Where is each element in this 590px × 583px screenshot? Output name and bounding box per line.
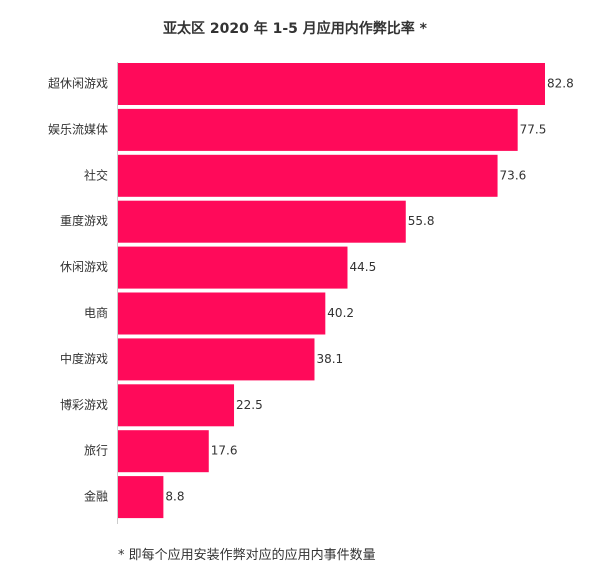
category-label: 博彩游戏 [60,397,108,412]
footnote: * 即每个应用安装作弊对应的应用内事件数量 [118,548,376,563]
bar [118,200,406,243]
chart-title: 亚太区 2020 年 1-5 月应用内作弊比率 * [163,21,427,37]
value-label: 22.5 [236,398,263,412]
category-label: 社交 [84,167,108,182]
category-label: 中度游戏 [60,351,108,366]
bar [118,476,164,519]
bar [118,63,545,105]
value-label: 44.5 [349,260,376,274]
bar [118,384,235,427]
value-label: 8.8 [165,490,184,504]
category-label: 电商 [84,305,108,320]
bar [118,292,326,335]
bar [118,246,348,289]
category-label: 休闲游戏 [60,260,108,274]
value-label: 40.2 [327,306,354,320]
value-label: 55.8 [408,214,435,228]
value-label: 17.6 [211,444,238,458]
bar [118,108,518,151]
category-label: 旅行 [84,444,108,458]
category-label: 重度游戏 [60,213,108,228]
bar [118,430,209,473]
value-label: 38.1 [316,352,343,366]
value-label: 77.5 [520,122,547,136]
bars: 超休闲游戏 82.8 娱乐流媒体 77.5 社交 73.6 重度游戏 55.8 休闲游戏 44.5… [48,63,574,519]
bar [118,338,315,381]
category-label: 娱乐流媒体 [48,122,108,136]
bar [118,154,498,197]
value-label: 73.6 [500,168,527,182]
category-label: 超休闲游戏 [48,76,108,91]
category-label: 金融 [84,489,108,504]
value-label: 82.8 [547,77,574,91]
